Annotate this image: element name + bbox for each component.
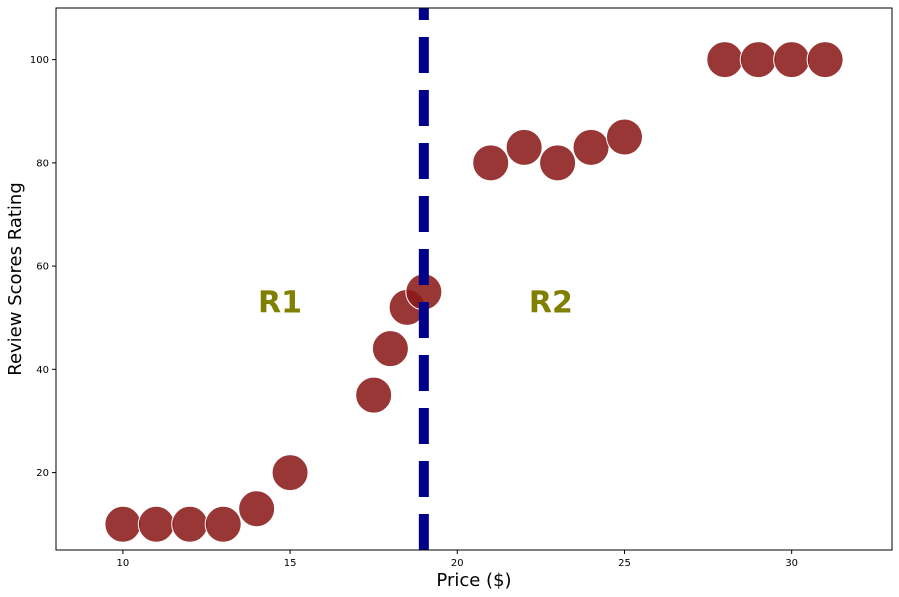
data-point <box>355 376 393 414</box>
x-tick-label: 20 <box>451 558 464 569</box>
x-tick-label: 10 <box>117 558 130 569</box>
data-point <box>137 505 175 543</box>
y-tick-label: 60 <box>36 262 49 273</box>
data-point <box>472 144 510 182</box>
x-axis-label: Price ($) <box>436 570 511 591</box>
data-point <box>605 118 643 156</box>
region-label: R2 <box>529 286 573 321</box>
y-axis-label: Review Scores Rating <box>5 182 26 376</box>
data-point <box>806 41 844 79</box>
axes: 10 15 20 25 30 20 40 60 80 100 <box>30 7 893 569</box>
data-point <box>706 41 744 79</box>
y-tick-label: 100 <box>30 55 49 66</box>
y-tick-label: 40 <box>36 365 49 376</box>
y-tick-label: 80 <box>36 158 49 169</box>
points-layer <box>104 41 844 543</box>
data-point <box>238 490 276 528</box>
x-tick-label: 30 <box>785 558 798 569</box>
data-point <box>204 505 242 543</box>
x-tick-label: 25 <box>618 558 631 569</box>
plot-frame <box>55 7 893 551</box>
data-point <box>171 505 209 543</box>
region-labels: R1 R2 <box>258 286 573 321</box>
data-point <box>539 144 577 182</box>
data-point <box>739 41 777 79</box>
y-tick-label: 20 <box>36 468 49 479</box>
x-tick-label: 15 <box>284 558 297 569</box>
region-label: R1 <box>258 286 302 321</box>
data-point <box>271 454 309 492</box>
data-point <box>104 505 142 543</box>
data-point <box>371 330 409 368</box>
data-point <box>572 128 610 166</box>
data-point <box>773 41 811 79</box>
data-point <box>505 128 543 166</box>
